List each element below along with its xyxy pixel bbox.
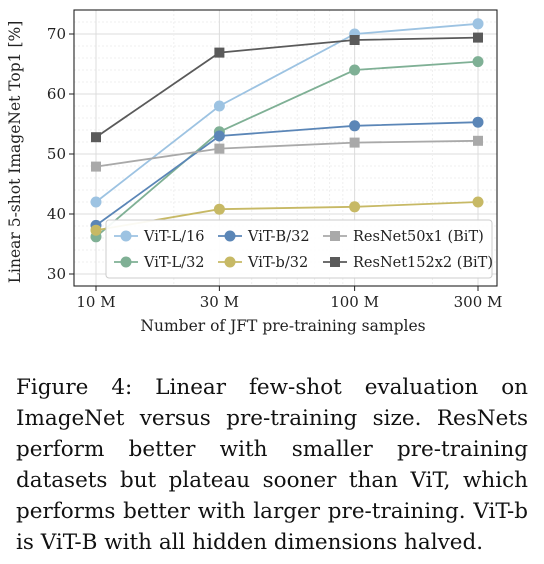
data-point [472,56,484,68]
data-point [214,47,225,58]
data-point [214,143,225,154]
plot-frame [73,9,498,287]
series-line [95,60,479,238]
legend-label: ViT-L/16 [143,229,205,245]
legend-swatch-marker [224,230,236,242]
data-point [349,35,360,45]
legend-label: ViT-B/32 [247,229,310,245]
series-line [95,121,479,227]
data-point [472,116,484,128]
legend-item: ResNet50x1 (BiT) [323,229,484,245]
data-point [472,196,484,208]
legend-label: ViT-b/32 [247,255,308,271]
legend-swatch-marker [330,231,340,241]
y-axis-label: Linear 5-shot ImageNet Top1 [%] [6,21,24,284]
legend-label: ResNet152x2 (BiT) [353,255,493,271]
legend-item: ViT-L/32 [114,255,205,271]
legend: ViT-L/16 ViT-L/32 ViT-B/32 ViT-b/32 ResNet50… [105,219,493,279]
legend-item: ResNet152x2 (BiT) [323,255,493,271]
plot-border [73,9,498,287]
legend-swatch-marker [224,256,236,268]
legend-item: ViT-b/32 [218,255,308,271]
axis-ticks: 30 40 50 60 70 10 M 30 M 100 M 300 M [47,25,502,311]
series-line [95,36,479,138]
y-tick-label: 30 [47,265,66,283]
legend-swatch-marker [120,230,132,242]
data-point [90,224,102,236]
series-resnet50x1-bit [91,135,483,172]
series-line [95,22,479,203]
legend-box [105,219,493,279]
x-tick-label: 300 M [454,293,503,311]
data-point [213,203,225,215]
legend-item: ViT-B/32 [218,229,310,245]
data-point [349,137,360,148]
x-tick-label: 100 M [330,293,379,311]
y-tick-label: 50 [47,145,66,163]
data-point [349,120,361,132]
y-tick-label: 70 [47,25,66,43]
legend-swatch-marker [120,256,132,268]
data-point [91,161,101,172]
legend-item: ViT-L/16 [114,229,205,245]
data-point [473,32,483,43]
data-point [349,201,361,213]
x-axis-label: Number of JFT pre-training samples [140,317,425,335]
data-point [91,132,101,143]
data-point [473,135,483,146]
y-tick-label: 60 [47,85,66,103]
y-tick-label: 40 [47,205,66,223]
series-layer [90,18,484,243]
data-point [349,64,361,76]
x-tick-label: 30 M [200,293,239,311]
data-point [213,130,225,142]
x-tick-label: 10 M [76,293,115,311]
series-line [95,139,479,168]
legend-swatch-marker [330,257,340,267]
series-resnet152x2-bit [91,32,483,143]
data-point [90,196,102,208]
figure-caption: Figure 4: Linear few-shot evaluation on … [16,375,528,555]
legend-label: ViT-L/32 [143,255,205,271]
data-point [472,18,484,30]
legend-label: ResNet50x1 (BiT) [353,229,484,245]
data-point [213,100,225,112]
